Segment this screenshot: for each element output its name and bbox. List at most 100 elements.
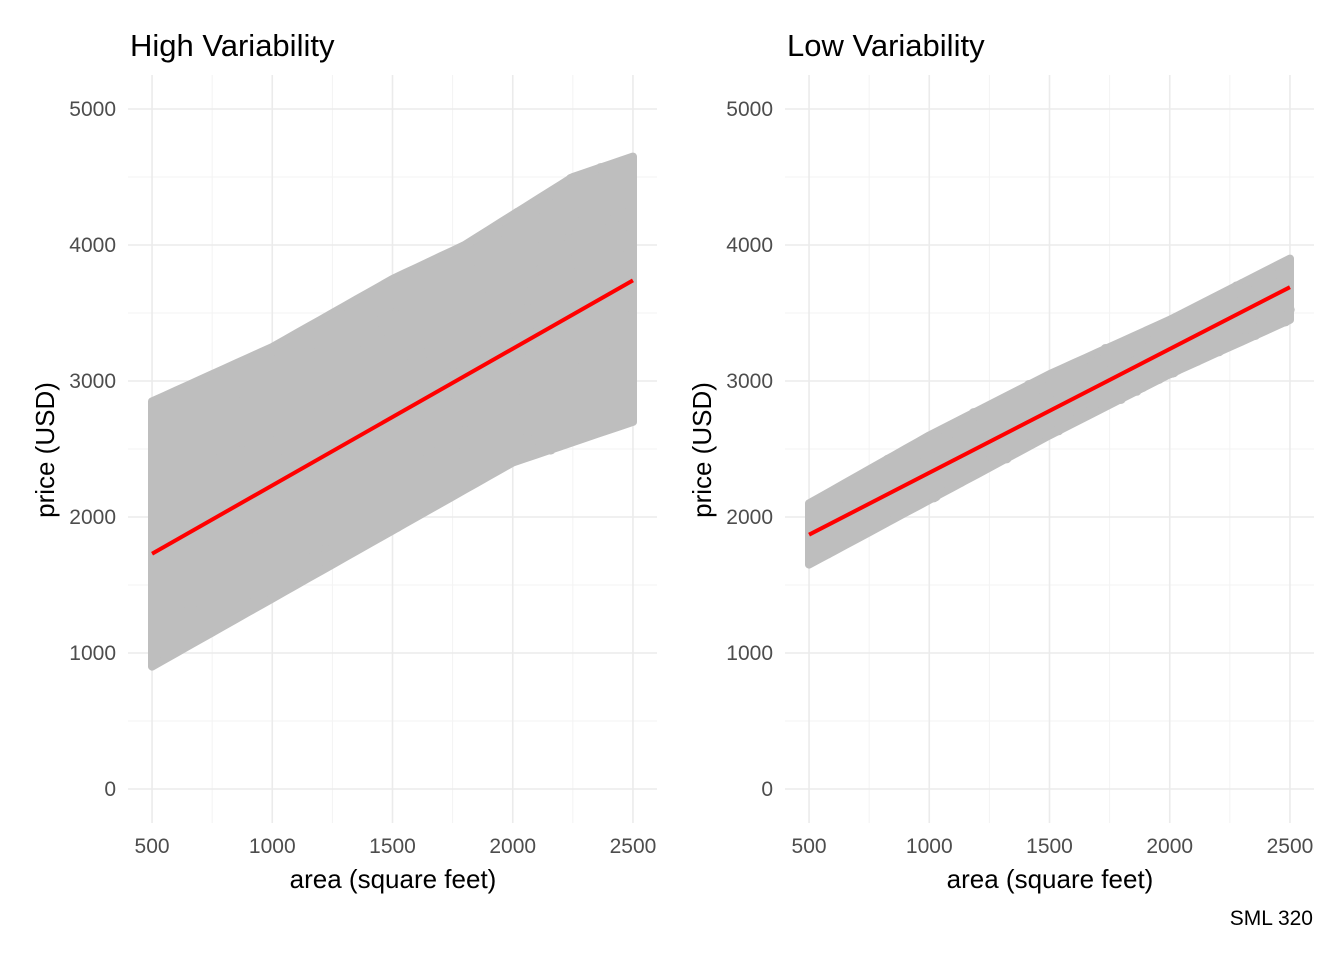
scatter-point (367, 390, 378, 401)
scatter-point (345, 383, 356, 394)
scatter-point (605, 409, 616, 420)
scatter-point (400, 516, 411, 526)
scatter-point (378, 290, 389, 301)
scatter-point (559, 256, 570, 267)
y-tick-label: 4000 (726, 234, 773, 257)
scatter-point (904, 495, 915, 506)
scatter-point (1154, 373, 1165, 384)
y-axis-title-low-variability: price (USD) (687, 382, 717, 518)
scatter-point (473, 311, 484, 322)
x-tick-label: 500 (135, 835, 170, 858)
x-tick-labels-high-variability: 500 1000 1500 2000 2500 (135, 835, 657, 858)
scatter-point (524, 450, 535, 461)
scatter-point (507, 312, 518, 323)
scatter-point (851, 495, 862, 506)
scatter-point (432, 266, 443, 277)
scatter-point (318, 520, 328, 531)
scatter-point (471, 470, 482, 481)
scatter-point (1012, 443, 1023, 454)
scatter-point (939, 436, 950, 447)
scatter-point (551, 369, 562, 380)
scatter-point (279, 453, 290, 464)
scatter-point (1277, 272, 1288, 283)
scatter-point (406, 408, 417, 419)
scatter-point (594, 356, 605, 367)
scatter-point (1114, 361, 1125, 372)
scatter-point (622, 249, 633, 260)
scatter-point (450, 471, 461, 482)
scatter-point (306, 491, 317, 502)
scatter-point (358, 409, 369, 420)
scatter-point (463, 326, 474, 337)
scatter-point (1177, 316, 1188, 327)
scatter-point (565, 343, 576, 354)
scatter-point (335, 310, 346, 321)
scatter-point (265, 561, 276, 572)
scatter-point (528, 387, 539, 398)
scatter-point (615, 254, 626, 265)
scatter-point (184, 473, 195, 484)
scatter-point (313, 393, 324, 404)
scatter-point (256, 454, 267, 465)
y-tick-label: 0 (104, 778, 116, 801)
scatter-point (368, 519, 379, 530)
scatter-point (250, 533, 260, 543)
x-tick-label: 1000 (249, 835, 296, 858)
scatter-point (569, 386, 580, 397)
scatter-point (1105, 395, 1116, 406)
scatter-point (418, 481, 429, 492)
scatter-point (581, 325, 592, 336)
scatter-point (996, 400, 1007, 411)
scatter-point (1192, 316, 1203, 327)
scatter-point (407, 430, 418, 440)
scatter-point (849, 516, 860, 527)
scatter-point (1072, 360, 1083, 370)
scatter-point (597, 210, 608, 221)
scatter-point (609, 231, 620, 242)
scatter-point (580, 428, 591, 439)
scatter-point (1088, 367, 1099, 378)
scatter-point (890, 509, 900, 520)
scatter-point (944, 445, 955, 456)
scatter-point (527, 241, 538, 251)
scatter-point (544, 309, 555, 320)
scatter-point (976, 413, 986, 424)
scatter-point (504, 439, 515, 450)
scatter-point (985, 443, 996, 454)
scatter-point (281, 547, 292, 557)
scatter-point (947, 427, 958, 438)
scatter-point (501, 229, 511, 240)
scatter-point (184, 613, 195, 624)
scatter-point (222, 423, 233, 434)
scatter-point (214, 423, 225, 433)
scatter-point (472, 437, 483, 448)
scatter-point (234, 387, 245, 398)
scatter-point (1136, 335, 1147, 346)
panel-title-high-variability: High Variability (130, 28, 335, 63)
scatter-point (500, 455, 511, 466)
scatter-point (534, 288, 545, 299)
scatter-point (598, 405, 609, 416)
scatter-point (525, 417, 536, 428)
scatter-point (872, 467, 883, 478)
scatter-point (434, 341, 445, 352)
scatter-point (1148, 325, 1158, 336)
scatter-point (1154, 334, 1165, 345)
scatter-point (1126, 386, 1137, 397)
scatter-point (609, 213, 619, 224)
scatter-point (524, 326, 535, 337)
y-tick-label: 3000 (69, 370, 116, 393)
scatter-point (563, 233, 574, 244)
scatter-point (854, 477, 865, 488)
scatter-point (332, 464, 343, 474)
scatter-point (461, 474, 472, 485)
scatter-point (422, 347, 433, 358)
scatter-point (529, 256, 540, 267)
scatter-point (374, 400, 385, 411)
scatter-point (247, 598, 258, 609)
scatter-point (404, 275, 415, 286)
scatter-point (455, 319, 466, 329)
scatter-point (544, 410, 555, 421)
scatter-point (570, 320, 581, 331)
scatter-point (440, 393, 451, 404)
